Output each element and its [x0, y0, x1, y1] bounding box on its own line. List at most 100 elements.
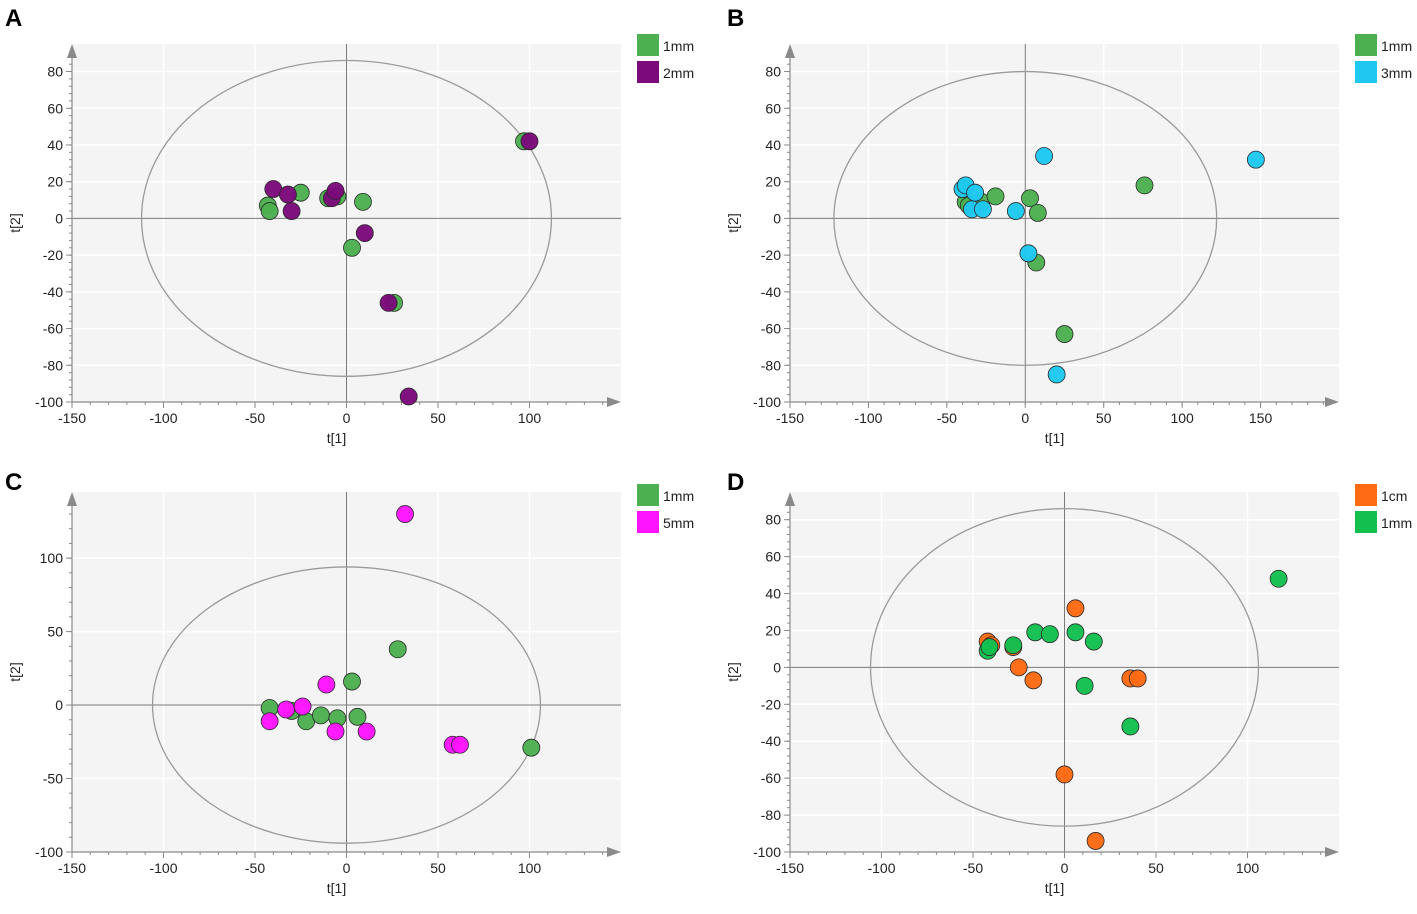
y-tick-label: 20	[765, 622, 781, 638]
data-point-1cm	[1009, 658, 1028, 677]
y-axis-arrow-icon	[67, 492, 77, 506]
x-axis-title: t[1]	[327, 880, 346, 896]
data-point-2mm	[355, 224, 374, 242]
legend-label-1mm: 1mm	[663, 38, 694, 54]
x-axis-arrow-icon	[1325, 847, 1339, 857]
y-tick-label: 80	[765, 64, 781, 80]
y-tick-label: 40	[47, 137, 63, 153]
y-tick-label: 40	[765, 137, 781, 153]
x-tick-label: -50	[963, 860, 983, 876]
x-axis-arrow-icon	[607, 397, 621, 407]
data-point-1cm	[1055, 765, 1074, 784]
legend-label-5mm: 5mm	[663, 515, 694, 531]
y-tick-label: 80	[765, 512, 781, 528]
y-tick-label: -20	[761, 247, 781, 263]
legend-label-2mm: 2mm	[663, 65, 694, 81]
y-tick-label: -100	[753, 844, 781, 860]
data-point-3mm	[1246, 150, 1265, 169]
data-point-1cm	[1128, 669, 1147, 688]
x-tick-label: 0	[343, 860, 351, 876]
x-tick-label: 100	[518, 410, 542, 426]
data-point-5mm	[293, 697, 312, 716]
y-tick-label: 0	[773, 659, 781, 675]
data-point-3mm	[1019, 244, 1038, 263]
data-point-1mm	[1040, 625, 1059, 644]
data-point-3mm	[1047, 365, 1066, 384]
legend-swatch-1mm	[1355, 34, 1377, 56]
x-tick-label: 100	[1170, 410, 1194, 426]
x-tick-label: -100	[149, 410, 177, 426]
data-point-1mm	[1066, 623, 1085, 642]
data-point-5mm	[277, 700, 296, 719]
confidence-ellipse	[833, 70, 1218, 366]
y-axis-title: t[2]	[725, 662, 741, 681]
x-axis-title: t[1]	[1045, 880, 1064, 896]
x-axis-arrow-icon	[1325, 397, 1339, 407]
y-tick-label: -60	[43, 321, 63, 337]
y-tick-label: -50	[43, 771, 63, 787]
y-tick-label: 0	[773, 210, 781, 226]
y-tick-label: -80	[761, 357, 781, 373]
x-axis-arrow-icon	[607, 847, 621, 857]
panel-letter: B	[727, 5, 744, 32]
x-tick-label: 100	[518, 860, 542, 876]
data-point-5mm	[357, 722, 376, 741]
data-point-2mm	[279, 185, 297, 204]
legend-label-1cm: 1cm	[1381, 488, 1407, 504]
data-point-1mm	[354, 192, 372, 211]
x-tick-label: -150	[776, 410, 804, 426]
x-tick-label: -150	[776, 860, 804, 876]
legend-swatch-1mm	[637, 484, 659, 506]
y-tick-label: 60	[765, 100, 781, 116]
y-tick-label: 20	[47, 174, 63, 190]
data-point-1mm	[1135, 176, 1154, 195]
y-tick-label: 0	[55, 697, 63, 713]
panel-a: -150 -100 -50 0 50 100-100-80-60-40-200204060…	[5, 5, 694, 446]
data-point-3mm	[966, 183, 984, 202]
data-point-5mm	[396, 505, 414, 523]
data-point-1mm	[1028, 204, 1047, 222]
data-point-1mm	[522, 738, 541, 757]
legend-label-1mm: 1mm	[1381, 515, 1412, 531]
x-tick-label: -100	[867, 860, 895, 876]
x-tick-label: 0	[1021, 410, 1029, 426]
data-point-2mm	[326, 181, 345, 200]
confidence-ellipse	[140, 59, 553, 377]
y-axis-title: t[2]	[7, 213, 23, 232]
legend-label-1mm: 1mm	[1381, 38, 1412, 54]
x-axis-title: t[1]	[327, 430, 346, 446]
data-point-1mm	[1121, 717, 1140, 736]
y-tick-label: -80	[761, 807, 781, 823]
data-point-1mm	[1055, 325, 1074, 343]
x-tick-label: 0	[343, 410, 351, 426]
panel-letter: A	[5, 5, 22, 32]
y-tick-label: -80	[43, 357, 63, 373]
y-axis-arrow-icon	[785, 492, 795, 506]
x-tick-label: -100	[149, 860, 177, 876]
data-point-1mm	[1021, 189, 1039, 208]
y-tick-label: -60	[761, 770, 781, 786]
y-tick-label: -40	[43, 284, 63, 300]
y-axis-title: t[2]	[7, 662, 23, 681]
data-point-5mm	[451, 735, 469, 754]
data-point-1mm	[343, 238, 361, 257]
y-tick-label: 100	[40, 550, 64, 566]
data-point-2mm	[520, 132, 539, 151]
x-tick-label: 50	[1096, 410, 1112, 426]
y-tick-label: -40	[761, 733, 781, 749]
data-point-1mm	[260, 202, 279, 220]
data-point-5mm	[326, 722, 345, 741]
x-axis-title: t[1]	[1045, 430, 1064, 446]
data-point-3mm	[1006, 202, 1025, 220]
plot-area-b	[790, 44, 1339, 402]
data-point-2mm	[282, 202, 301, 220]
x-tick-label: -150	[58, 860, 86, 876]
data-point-1cm	[1066, 599, 1085, 618]
y-axis-arrow-icon	[67, 44, 77, 58]
y-axis-title: t[2]	[725, 213, 741, 232]
y-tick-label: 80	[47, 64, 63, 80]
x-tick-label: 0	[1061, 860, 1069, 876]
y-tick-label: -20	[43, 247, 63, 263]
y-tick-label: -60	[761, 321, 781, 337]
